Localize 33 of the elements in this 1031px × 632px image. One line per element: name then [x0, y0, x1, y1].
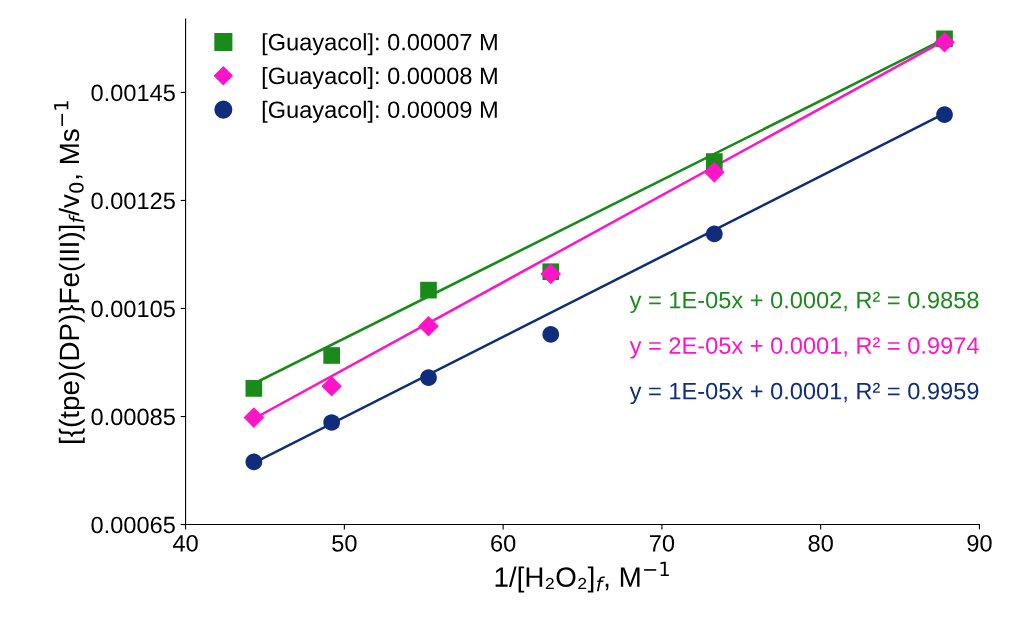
x-axis-title: 1/[H₂O₂]$_{f}$, M$^{−1}$	[495, 561, 669, 593]
annotation: y = 1E-05x + 0.0001, R² = 0.9959	[629, 382, 979, 405]
y-tick-label: 0.00125	[91, 192, 175, 210]
y-axis-title: [{(tpe)(DP)}Fe(III)]$_{f}$/v$_{0}$, Ms$^{−1}$	[54, 101, 85, 443]
x-tick-label: 90	[967, 534, 992, 552]
legend-label: [Guayacol]: 0.00008 M	[262, 66, 497, 89]
point	[420, 369, 437, 386]
y-tick-label: 0.00085	[91, 408, 175, 426]
legend-label: [Guayacol]: 0.00009 M	[262, 100, 497, 123]
annotation: y = 1E-05x + 0.0002, R² = 0.9858	[629, 291, 979, 314]
y-tick-label: 0.00105	[91, 300, 175, 318]
x-tick-label: 70	[649, 534, 675, 552]
legend-label: [Guayacol]: 0.00007 M	[262, 33, 497, 56]
point	[542, 326, 560, 343]
x-tick-label: 50	[332, 534, 357, 552]
y-tick-label: 0.00065	[91, 516, 175, 534]
point	[243, 407, 265, 428]
point	[323, 347, 340, 364]
point	[245, 453, 263, 471]
point	[936, 106, 953, 123]
annotation: y = 2E-05x + 0.0001, R² = 0.9974	[629, 337, 979, 359]
x-tick-label: 80	[808, 534, 833, 552]
x-tick-label: 60	[491, 534, 516, 552]
point	[704, 162, 725, 183]
x-tick-label: 40	[172, 534, 198, 552]
y-tick-label: 0.00145	[91, 84, 175, 102]
point	[323, 414, 340, 431]
point	[934, 31, 955, 53]
point	[705, 225, 723, 243]
point	[420, 281, 437, 299]
point	[245, 380, 263, 397]
point	[418, 316, 439, 337]
point	[321, 375, 342, 397]
